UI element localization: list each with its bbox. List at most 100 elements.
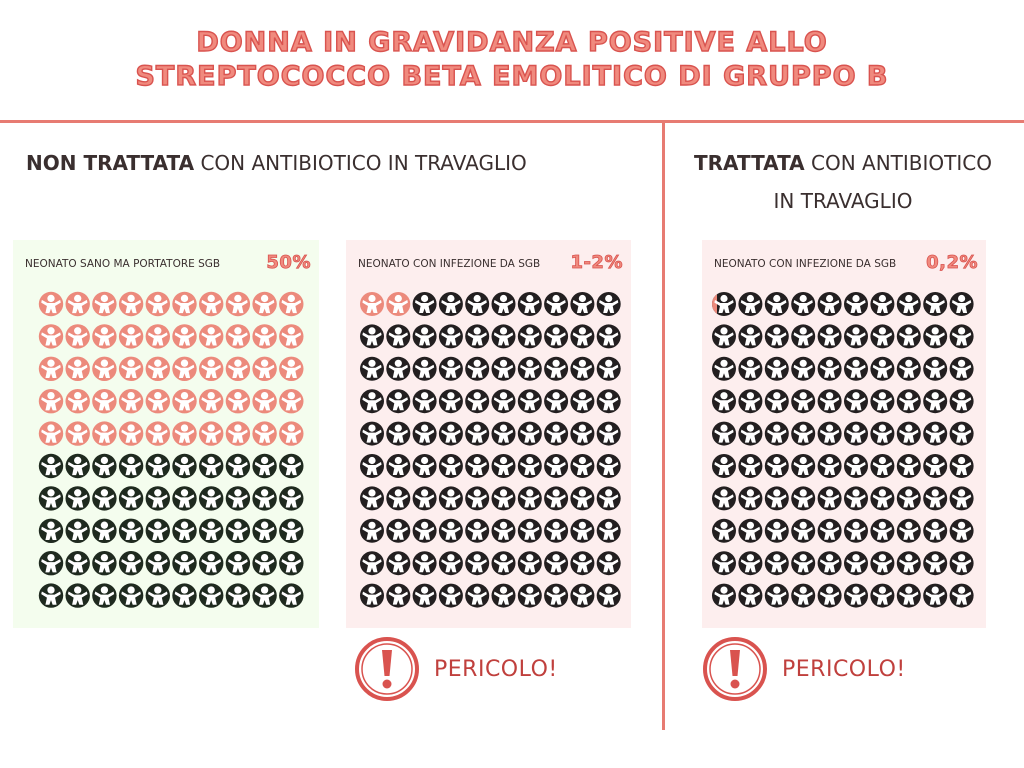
- baby-icon: [896, 551, 921, 576]
- baby-icon: [465, 421, 490, 446]
- baby-icon: [412, 389, 437, 414]
- baby-icon: [360, 551, 384, 576]
- baby-icon: [412, 324, 437, 349]
- baby-icon: [118, 551, 144, 576]
- baby-icon: [65, 551, 90, 576]
- baby-icon: [896, 583, 921, 608]
- baby-icon: [791, 583, 816, 608]
- baby-icon: [544, 518, 569, 543]
- header-divider: [0, 120, 1024, 123]
- baby-icon: [596, 583, 621, 608]
- exclamation-circle-icon: [703, 637, 767, 701]
- baby-icon: [817, 486, 842, 511]
- baby-icon: [279, 583, 304, 608]
- baby-icon: [738, 324, 763, 349]
- baby-icon: [92, 518, 117, 543]
- baby-icon: [360, 292, 384, 316]
- baby-icon: [225, 486, 251, 511]
- baby-icon: [438, 583, 463, 608]
- icon-grid: [712, 292, 974, 608]
- baby-icon: [145, 356, 170, 381]
- warning-treated: PERICOLO!: [702, 636, 906, 702]
- baby-icon: [386, 518, 411, 543]
- baby-icon: [570, 324, 595, 349]
- baby-icon: [386, 454, 411, 478]
- baby-icon: [949, 454, 974, 478]
- baby-icon: [764, 324, 789, 349]
- baby-icon: [252, 356, 277, 381]
- baby-icon: [896, 389, 921, 414]
- baby-icon: [517, 454, 542, 478]
- baby-icon: [896, 356, 921, 381]
- baby-icon: [544, 454, 569, 478]
- baby-icon: [145, 421, 170, 446]
- baby-icon: [738, 454, 763, 478]
- baby-icon: [279, 518, 304, 543]
- panel-infection-treated: NEONATO CON INFEZIONE DA SGB 0,2%: [702, 240, 986, 628]
- baby-icon: [172, 389, 197, 414]
- baby-icon: [360, 518, 384, 543]
- baby-icon: [870, 324, 895, 349]
- baby-icon: [225, 389, 251, 414]
- baby-icon: [738, 356, 763, 381]
- baby-icon: [570, 292, 595, 316]
- baby-icon: [412, 551, 437, 576]
- baby-icon: [764, 583, 789, 608]
- baby-icon: [491, 421, 516, 446]
- baby-icon: [817, 389, 842, 414]
- baby-icon: [225, 324, 251, 349]
- baby-icon: [38, 291, 64, 317]
- baby-icon: [118, 453, 144, 479]
- baby-icon: [412, 292, 437, 316]
- baby-icon: [844, 454, 868, 478]
- baby-icon: [65, 291, 90, 317]
- baby-icon: [465, 324, 490, 349]
- baby-icon: [386, 421, 411, 446]
- baby-icon: [145, 324, 170, 349]
- baby-icon: [896, 454, 921, 478]
- baby-icon: [38, 421, 64, 446]
- baby-icon: [791, 324, 816, 349]
- baby-icon: [92, 324, 117, 349]
- treated-heading-rest: CON ANTIBIOTICO: [804, 151, 992, 175]
- baby-icon: [438, 551, 463, 576]
- baby-icon: [199, 389, 224, 414]
- baby-icon: [949, 356, 974, 381]
- baby-icon: [145, 453, 170, 479]
- baby-icon: [596, 324, 621, 349]
- baby-icon: [438, 292, 463, 316]
- baby-icon: [199, 291, 224, 317]
- baby-icon: [596, 356, 621, 381]
- baby-icon: [279, 324, 304, 349]
- baby-icon: [764, 292, 789, 316]
- baby-icon: [949, 324, 974, 349]
- baby-icon: [252, 389, 277, 414]
- baby-icon: [491, 518, 516, 543]
- baby-icon: [544, 583, 569, 608]
- baby-icon: [949, 292, 974, 316]
- baby-icon: [517, 518, 542, 543]
- baby-icon: [517, 292, 542, 316]
- baby-icon: [252, 551, 277, 576]
- baby-icon: [465, 486, 490, 511]
- baby-icon: [570, 518, 595, 543]
- baby-icon: [570, 356, 595, 381]
- baby-icon: [438, 454, 463, 478]
- baby-icon: [923, 583, 948, 608]
- baby-icon: [844, 292, 868, 316]
- baby-icon: [738, 292, 763, 316]
- baby-icon: [386, 356, 411, 381]
- baby-icon: [570, 486, 595, 511]
- baby-icon: [844, 551, 868, 576]
- baby-icon: [199, 453, 224, 479]
- baby-icon: [118, 486, 144, 511]
- baby-icon: [517, 583, 542, 608]
- baby-icon: [172, 518, 197, 543]
- baby-icon: [438, 324, 463, 349]
- baby-icon: [738, 551, 763, 576]
- baby-icon: [896, 292, 921, 316]
- panel-percent: 50%: [266, 252, 311, 274]
- baby-icon: [596, 389, 621, 414]
- baby-icon: [92, 551, 117, 576]
- baby-icon: [791, 292, 816, 316]
